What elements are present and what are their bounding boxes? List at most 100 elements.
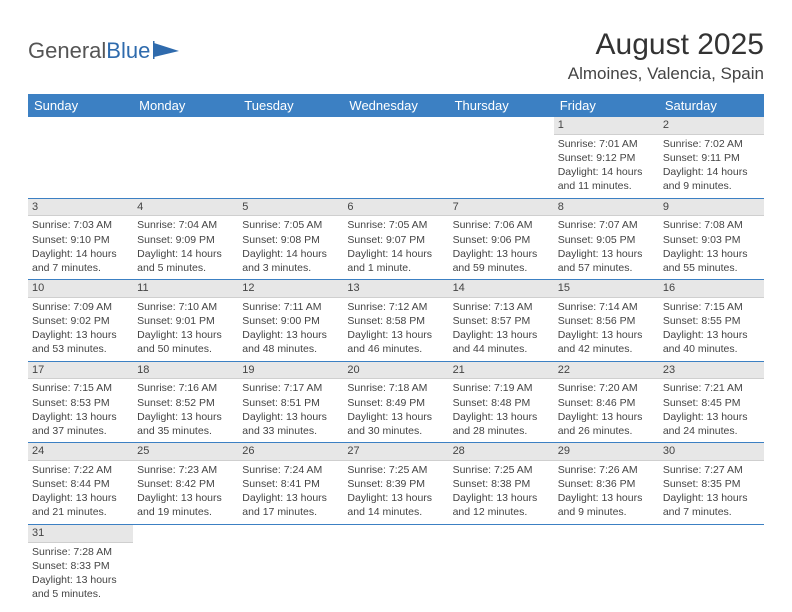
day-number: 12 (238, 280, 343, 298)
week-row: 3Sunrise: 7:03 AMSunset: 9:10 PMDaylight… (28, 198, 764, 280)
day-details: Sunrise: 7:24 AMSunset: 8:41 PMDaylight:… (238, 461, 343, 524)
dl2-text: and 9 minutes. (558, 505, 655, 519)
sunrise-text: Sunrise: 7:23 AM (137, 463, 234, 477)
day-details: Sunrise: 7:23 AMSunset: 8:42 PMDaylight:… (133, 461, 238, 524)
day-number: 13 (343, 280, 448, 298)
dl2-text: and 26 minutes. (558, 424, 655, 438)
sunset-text: Sunset: 8:57 PM (453, 314, 550, 328)
sunset-text: Sunset: 8:52 PM (137, 396, 234, 410)
logo-text-2: Blue (106, 38, 150, 64)
sunrise-text: Sunrise: 7:04 AM (137, 218, 234, 232)
week-row: 31Sunrise: 7:28 AMSunset: 8:33 PMDayligh… (28, 524, 764, 605)
sunrise-text: Sunrise: 7:06 AM (453, 218, 550, 232)
day-number: 6 (343, 199, 448, 217)
day-cell: 7Sunrise: 7:06 AMSunset: 9:06 PMDaylight… (449, 198, 554, 280)
sunset-text: Sunset: 8:36 PM (558, 477, 655, 491)
dl2-text: and 24 minutes. (663, 424, 760, 438)
location-subtitle: Almoines, Valencia, Spain (568, 64, 764, 84)
sunrise-text: Sunrise: 7:05 AM (347, 218, 444, 232)
dl2-text: and 17 minutes. (242, 505, 339, 519)
dl1-text: Daylight: 13 hours (558, 410, 655, 424)
weekday-header-row: Sunday Monday Tuesday Wednesday Thursday… (28, 94, 764, 117)
page-header: GeneralBlue August 2025 Almoines, Valenc… (28, 28, 764, 84)
day-number: 1 (554, 117, 659, 135)
day-cell: 23Sunrise: 7:21 AMSunset: 8:45 PMDayligh… (659, 361, 764, 443)
col-sunday: Sunday (28, 94, 133, 117)
day-cell: 24Sunrise: 7:22 AMSunset: 8:44 PMDayligh… (28, 443, 133, 525)
sunset-text: Sunset: 8:35 PM (663, 477, 760, 491)
sunset-text: Sunset: 8:55 PM (663, 314, 760, 328)
dl1-text: Daylight: 14 hours (137, 247, 234, 261)
day-number: 20 (343, 362, 448, 380)
day-number: 7 (449, 199, 554, 217)
dl2-text: and 19 minutes. (137, 505, 234, 519)
dl1-text: Daylight: 13 hours (32, 573, 129, 587)
day-number: 3 (28, 199, 133, 217)
day-number: 18 (133, 362, 238, 380)
dl2-text: and 28 minutes. (453, 424, 550, 438)
day-details: Sunrise: 7:18 AMSunset: 8:49 PMDaylight:… (343, 379, 448, 442)
day-number: 9 (659, 199, 764, 217)
sunset-text: Sunset: 9:11 PM (663, 151, 760, 165)
dl2-text: and 5 minutes. (137, 261, 234, 275)
day-details: Sunrise: 7:10 AMSunset: 9:01 PMDaylight:… (133, 298, 238, 361)
sunrise-text: Sunrise: 7:25 AM (347, 463, 444, 477)
dl1-text: Daylight: 14 hours (663, 165, 760, 179)
sunset-text: Sunset: 9:00 PM (242, 314, 339, 328)
day-details: Sunrise: 7:28 AMSunset: 8:33 PMDaylight:… (28, 543, 133, 606)
dl2-text: and 37 minutes. (32, 424, 129, 438)
dl2-text: and 46 minutes. (347, 342, 444, 356)
dl2-text: and 33 minutes. (242, 424, 339, 438)
dl2-text: and 7 minutes. (32, 261, 129, 275)
dl2-text: and 9 minutes. (663, 179, 760, 193)
day-details: Sunrise: 7:15 AMSunset: 8:55 PMDaylight:… (659, 298, 764, 361)
sunrise-text: Sunrise: 7:15 AM (32, 381, 129, 395)
sunrise-text: Sunrise: 7:15 AM (663, 300, 760, 314)
sunset-text: Sunset: 8:45 PM (663, 396, 760, 410)
dl2-text: and 3 minutes. (242, 261, 339, 275)
day-details: Sunrise: 7:09 AMSunset: 9:02 PMDaylight:… (28, 298, 133, 361)
day-number: 4 (133, 199, 238, 217)
week-row: 24Sunrise: 7:22 AMSunset: 8:44 PMDayligh… (28, 443, 764, 525)
dl1-text: Daylight: 13 hours (32, 410, 129, 424)
day-number: 25 (133, 443, 238, 461)
sunrise-text: Sunrise: 7:01 AM (558, 137, 655, 151)
col-tuesday: Tuesday (238, 94, 343, 117)
sunset-text: Sunset: 9:12 PM (558, 151, 655, 165)
day-cell: 4Sunrise: 7:04 AMSunset: 9:09 PMDaylight… (133, 198, 238, 280)
dl1-text: Daylight: 13 hours (242, 410, 339, 424)
day-cell: 21Sunrise: 7:19 AMSunset: 8:48 PMDayligh… (449, 361, 554, 443)
day-details: Sunrise: 7:26 AMSunset: 8:36 PMDaylight:… (554, 461, 659, 524)
sunrise-text: Sunrise: 7:20 AM (558, 381, 655, 395)
day-cell: 5Sunrise: 7:05 AMSunset: 9:08 PMDaylight… (238, 198, 343, 280)
day-cell: 2Sunrise: 7:02 AMSunset: 9:11 PMDaylight… (659, 117, 764, 198)
dl2-text: and 53 minutes. (32, 342, 129, 356)
sunrise-text: Sunrise: 7:24 AM (242, 463, 339, 477)
day-number: 17 (28, 362, 133, 380)
dl2-text: and 7 minutes. (663, 505, 760, 519)
sunset-text: Sunset: 9:08 PM (242, 233, 339, 247)
col-saturday: Saturday (659, 94, 764, 117)
day-cell: 20Sunrise: 7:18 AMSunset: 8:49 PMDayligh… (343, 361, 448, 443)
day-cell (238, 524, 343, 605)
sunset-text: Sunset: 8:42 PM (137, 477, 234, 491)
day-details: Sunrise: 7:21 AMSunset: 8:45 PMDaylight:… (659, 379, 764, 442)
dl1-text: Daylight: 13 hours (347, 328, 444, 342)
dl1-text: Daylight: 13 hours (663, 410, 760, 424)
sunrise-text: Sunrise: 7:17 AM (242, 381, 339, 395)
dl2-text: and 1 minute. (347, 261, 444, 275)
day-details: Sunrise: 7:20 AMSunset: 8:46 PMDaylight:… (554, 379, 659, 442)
dl1-text: Daylight: 14 hours (32, 247, 129, 261)
day-cell: 17Sunrise: 7:15 AMSunset: 8:53 PMDayligh… (28, 361, 133, 443)
sunrise-text: Sunrise: 7:21 AM (663, 381, 760, 395)
day-number: 11 (133, 280, 238, 298)
day-details: Sunrise: 7:06 AMSunset: 9:06 PMDaylight:… (449, 216, 554, 279)
dl1-text: Daylight: 14 hours (242, 247, 339, 261)
sunrise-text: Sunrise: 7:28 AM (32, 545, 129, 559)
dl1-text: Daylight: 13 hours (137, 328, 234, 342)
sunrise-text: Sunrise: 7:03 AM (32, 218, 129, 232)
day-number: 19 (238, 362, 343, 380)
sunrise-text: Sunrise: 7:26 AM (558, 463, 655, 477)
day-cell: 29Sunrise: 7:26 AMSunset: 8:36 PMDayligh… (554, 443, 659, 525)
day-number: 14 (449, 280, 554, 298)
